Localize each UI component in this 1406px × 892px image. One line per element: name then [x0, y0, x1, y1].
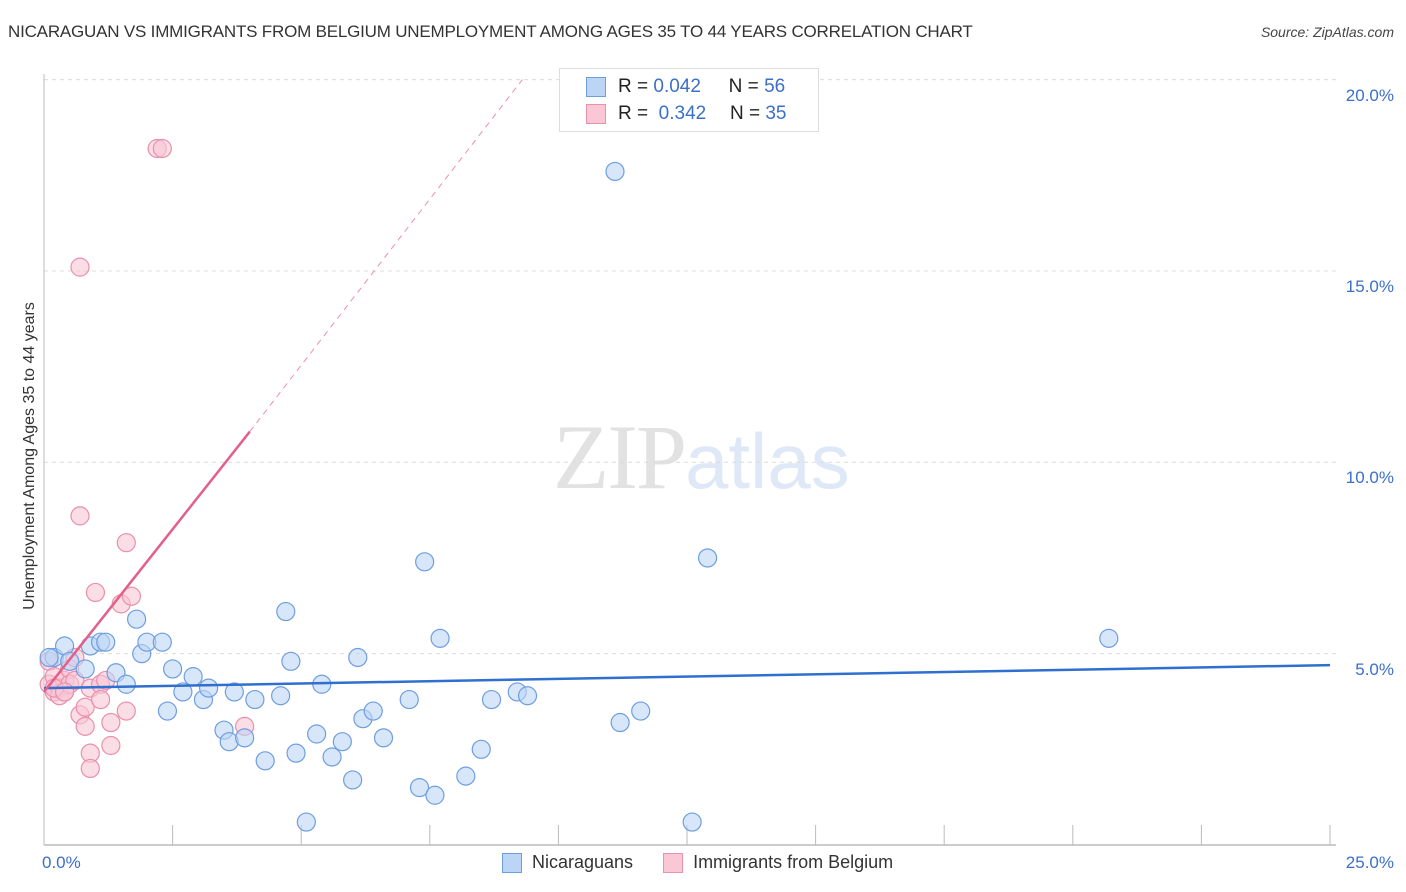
- legend-item-belgium[interactable]: Immigrants from Belgium: [663, 852, 893, 873]
- n-value: 35: [765, 103, 787, 124]
- series-immigrants-from-belgium: [39, 138, 255, 779]
- legend-label: Immigrants from Belgium: [693, 852, 894, 872]
- legend-row-belgium: R = 0.342 N = 35: [586, 102, 786, 126]
- pink-swatch-icon: [663, 852, 684, 873]
- r-label: R =: [618, 103, 649, 124]
- series-legend: Nicaraguans Immigrants from Belgium: [502, 852, 923, 873]
- gridlines: [44, 79, 1336, 655]
- n-label: N =: [728, 76, 759, 97]
- r-label: R =: [618, 76, 649, 97]
- legend-row-nicaraguans: R = 0.042 N = 56: [586, 75, 785, 99]
- r-value: 0.042: [653, 76, 701, 97]
- y-tick-5: 5.0%: [1355, 660, 1394, 679]
- pink-swatch-icon: [586, 104, 606, 124]
- y-tick-20: 20.0%: [1345, 86, 1394, 105]
- source-credit: Source: ZipAtlas.com: [1260, 24, 1394, 40]
- blue-swatch-icon: [586, 77, 606, 97]
- legend-label: Nicaraguans: [532, 852, 634, 872]
- x-tick-0: 0.0%: [42, 853, 81, 872]
- stats-legend: R = 0.042 N = 56 R = 0.342 N = 35: [559, 68, 819, 132]
- x-tick-25: 25.0%: [1345, 853, 1394, 872]
- chart-title: NICARAGUAN VS IMMIGRANTS FROM BELGIUM UN…: [8, 22, 973, 41]
- trend-lines: [43, 79, 1331, 693]
- blue-swatch-icon: [502, 852, 522, 873]
- series-nicaraguans: [39, 161, 1119, 832]
- y-tick-10: 10.0%: [1345, 468, 1394, 487]
- n-value: 56: [764, 76, 786, 97]
- legend-item-nicaraguans[interactable]: Nicaraguans: [502, 852, 633, 873]
- n-label: N =: [729, 103, 761, 124]
- y-axis-label: Unemployment Among Ages 35 to 44 years: [21, 302, 38, 610]
- y-tick-15: 15.0%: [1345, 277, 1394, 296]
- r-value: 0.342: [658, 103, 707, 124]
